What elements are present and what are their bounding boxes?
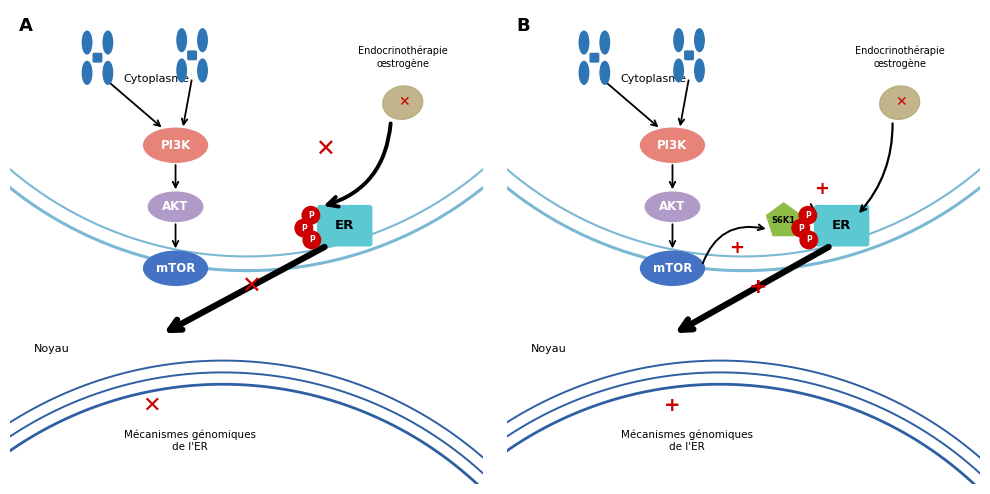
- FancyBboxPatch shape: [685, 51, 693, 60]
- Text: +: +: [664, 396, 681, 415]
- Text: Mécanismes génomiques
de l'ER: Mécanismes génomiques de l'ER: [621, 430, 752, 452]
- Ellipse shape: [641, 128, 705, 163]
- Ellipse shape: [144, 128, 208, 163]
- Ellipse shape: [103, 61, 113, 84]
- Text: Cytoplasme: Cytoplasme: [124, 74, 190, 84]
- Circle shape: [792, 219, 810, 237]
- Text: AKT: AKT: [659, 200, 686, 213]
- Text: mTOR: mTOR: [652, 262, 692, 275]
- Text: Noyau: Noyau: [531, 344, 566, 354]
- Circle shape: [302, 206, 320, 224]
- Text: Mécanismes génomiques
de l'ER: Mécanismes génomiques de l'ER: [124, 430, 255, 452]
- Ellipse shape: [695, 29, 704, 51]
- Ellipse shape: [579, 61, 589, 84]
- Text: S6K1: S6K1: [771, 216, 796, 225]
- Text: Endocrinothérapie
œstrogène: Endocrinothérapie œstrogène: [854, 46, 944, 69]
- Text: ER: ER: [832, 219, 851, 232]
- Ellipse shape: [177, 59, 186, 82]
- Text: +: +: [729, 239, 743, 257]
- Text: Cytoplasme: Cytoplasme: [621, 74, 686, 84]
- Text: ✕: ✕: [398, 95, 410, 109]
- Ellipse shape: [144, 251, 208, 286]
- Text: P: P: [309, 236, 315, 245]
- Text: ✕: ✕: [143, 396, 161, 415]
- Ellipse shape: [103, 31, 113, 54]
- Text: AKT: AKT: [162, 200, 189, 213]
- Ellipse shape: [198, 29, 207, 51]
- Ellipse shape: [198, 59, 207, 82]
- Text: P: P: [308, 211, 314, 220]
- FancyBboxPatch shape: [317, 205, 372, 247]
- Polygon shape: [765, 202, 802, 236]
- Text: +: +: [748, 277, 767, 297]
- Ellipse shape: [645, 192, 700, 221]
- Text: mTOR: mTOR: [155, 262, 195, 275]
- Text: P: P: [805, 211, 811, 220]
- FancyBboxPatch shape: [188, 51, 196, 60]
- Ellipse shape: [600, 31, 610, 54]
- Ellipse shape: [82, 61, 92, 84]
- FancyBboxPatch shape: [590, 53, 599, 62]
- Text: P: P: [806, 236, 812, 245]
- Text: B: B: [517, 17, 530, 36]
- Circle shape: [303, 231, 321, 248]
- Text: Noyau: Noyau: [34, 344, 69, 354]
- Text: Endocrinothérapie
œstrogène: Endocrinothérapie œstrogène: [357, 46, 447, 69]
- Circle shape: [799, 206, 817, 224]
- Text: ✕: ✕: [242, 275, 261, 299]
- FancyBboxPatch shape: [93, 53, 102, 62]
- Ellipse shape: [177, 29, 186, 51]
- Ellipse shape: [82, 31, 92, 54]
- Ellipse shape: [579, 31, 589, 54]
- Ellipse shape: [383, 86, 423, 120]
- Text: P: P: [301, 224, 307, 233]
- Text: ✕: ✕: [315, 138, 335, 162]
- Text: ✕: ✕: [895, 95, 907, 109]
- Ellipse shape: [880, 86, 920, 120]
- Text: A: A: [20, 17, 34, 36]
- Ellipse shape: [674, 29, 683, 51]
- Circle shape: [295, 219, 313, 237]
- Ellipse shape: [600, 61, 610, 84]
- Text: PI3K: PI3K: [160, 139, 191, 152]
- Ellipse shape: [695, 59, 704, 82]
- Text: PI3K: PI3K: [657, 139, 688, 152]
- Text: ER: ER: [335, 219, 354, 232]
- FancyBboxPatch shape: [814, 205, 869, 247]
- Ellipse shape: [674, 59, 683, 82]
- Ellipse shape: [641, 251, 705, 286]
- Ellipse shape: [148, 192, 203, 221]
- Text: P: P: [798, 224, 804, 233]
- Text: +: +: [814, 180, 829, 198]
- Circle shape: [800, 231, 818, 248]
